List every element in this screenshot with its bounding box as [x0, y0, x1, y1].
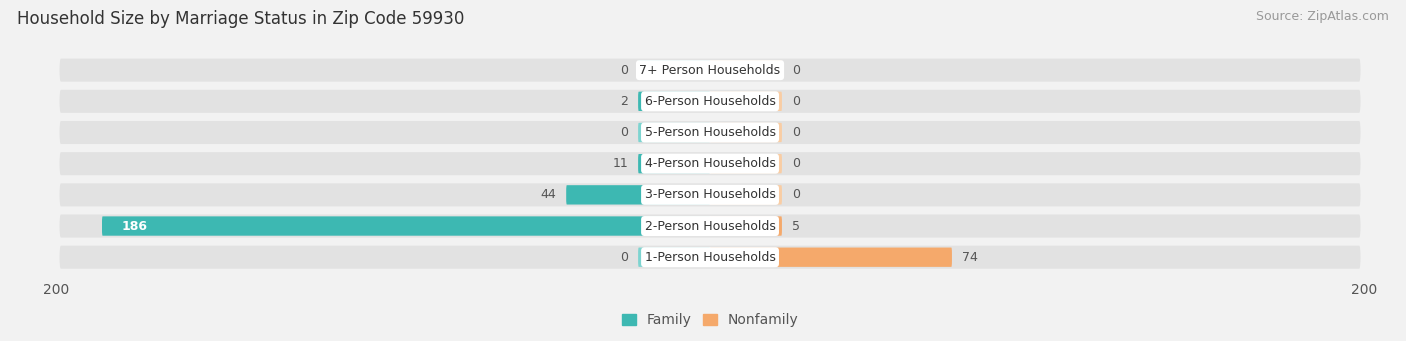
Text: 0: 0: [620, 64, 628, 77]
FancyBboxPatch shape: [638, 123, 710, 142]
FancyBboxPatch shape: [710, 154, 782, 173]
Text: 2-Person Households: 2-Person Households: [644, 220, 776, 233]
FancyBboxPatch shape: [638, 92, 710, 111]
Text: 5: 5: [792, 220, 800, 233]
FancyBboxPatch shape: [710, 217, 782, 236]
FancyBboxPatch shape: [710, 60, 782, 80]
Text: 0: 0: [620, 126, 628, 139]
FancyBboxPatch shape: [59, 183, 1361, 206]
FancyBboxPatch shape: [638, 60, 710, 80]
FancyBboxPatch shape: [59, 59, 1361, 82]
Text: 5-Person Households: 5-Person Households: [644, 126, 776, 139]
Text: 2: 2: [620, 95, 628, 108]
Text: 0: 0: [792, 95, 800, 108]
Legend: Family, Nonfamily: Family, Nonfamily: [621, 313, 799, 327]
FancyBboxPatch shape: [59, 214, 1361, 238]
Text: 186: 186: [122, 220, 148, 233]
Text: 4-Person Households: 4-Person Households: [644, 157, 776, 170]
Text: 0: 0: [792, 64, 800, 77]
FancyBboxPatch shape: [638, 248, 710, 267]
FancyBboxPatch shape: [710, 185, 782, 205]
FancyBboxPatch shape: [59, 121, 1361, 144]
FancyBboxPatch shape: [710, 92, 782, 111]
Text: 11: 11: [613, 157, 628, 170]
FancyBboxPatch shape: [59, 246, 1361, 269]
Text: Household Size by Marriage Status in Zip Code 59930: Household Size by Marriage Status in Zip…: [17, 10, 464, 28]
Text: 44: 44: [541, 188, 557, 201]
FancyBboxPatch shape: [59, 90, 1361, 113]
Text: 6-Person Households: 6-Person Households: [644, 95, 776, 108]
FancyBboxPatch shape: [59, 152, 1361, 175]
Text: 1-Person Households: 1-Person Households: [644, 251, 776, 264]
FancyBboxPatch shape: [710, 123, 782, 142]
Text: 0: 0: [792, 188, 800, 201]
Text: 7+ Person Households: 7+ Person Households: [640, 64, 780, 77]
Text: Source: ZipAtlas.com: Source: ZipAtlas.com: [1256, 10, 1389, 23]
FancyBboxPatch shape: [710, 248, 952, 267]
Text: 74: 74: [962, 251, 977, 264]
Text: 0: 0: [792, 126, 800, 139]
FancyBboxPatch shape: [567, 185, 710, 205]
Text: 0: 0: [620, 251, 628, 264]
FancyBboxPatch shape: [638, 154, 710, 173]
Text: 0: 0: [792, 157, 800, 170]
FancyBboxPatch shape: [103, 217, 710, 236]
Text: 3-Person Households: 3-Person Households: [644, 188, 776, 201]
